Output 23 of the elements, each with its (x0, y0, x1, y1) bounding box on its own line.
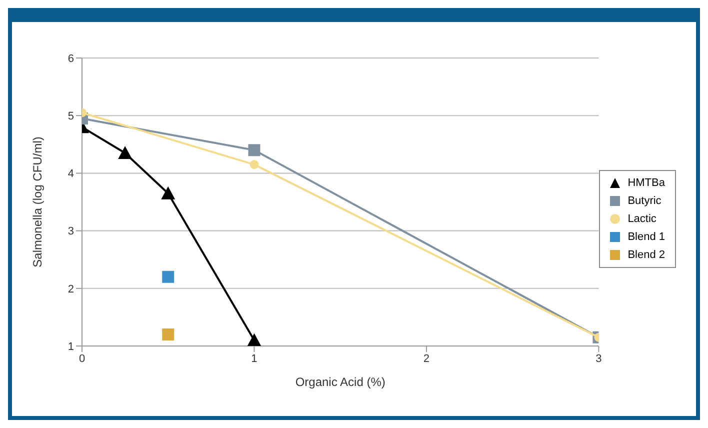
x-tick-label: 0 (78, 352, 86, 365)
y-tick-label: 1 (68, 340, 74, 353)
point (162, 270, 174, 283)
legend-label: Blend 2 (628, 249, 665, 261)
legend-label: Lactic (628, 213, 656, 225)
legend-label: Butyric (628, 195, 662, 207)
frame: HMTBa Butyric Lactic Blend 1 Blend 2 0 1 2 3 Organic Acid (%) 1 2 3 4 5 6 Salmonella (log CFU/ml) (8, 8, 700, 420)
legend-label: Blend 1 (628, 231, 665, 243)
x-tick-label: 1 (251, 352, 258, 365)
x-axis-title: Organic Acid (%) (295, 375, 386, 389)
y-tick-label: 3 (68, 226, 74, 238)
y-tick-label: 4 (68, 168, 74, 180)
y-tick-label: 2 (68, 283, 74, 296)
y-tick-label: 6 (68, 52, 74, 65)
y-tick-label: 5 (68, 110, 74, 123)
point (247, 333, 262, 346)
point (118, 146, 132, 160)
point (161, 186, 176, 200)
y-axis-title: Salmonella (log CFU/ml) (30, 136, 44, 268)
x-tick-label: 2 (423, 352, 430, 365)
legend-label: HMTBa (628, 177, 665, 189)
point (162, 328, 174, 340)
x-tick-label: 3 (596, 352, 602, 365)
